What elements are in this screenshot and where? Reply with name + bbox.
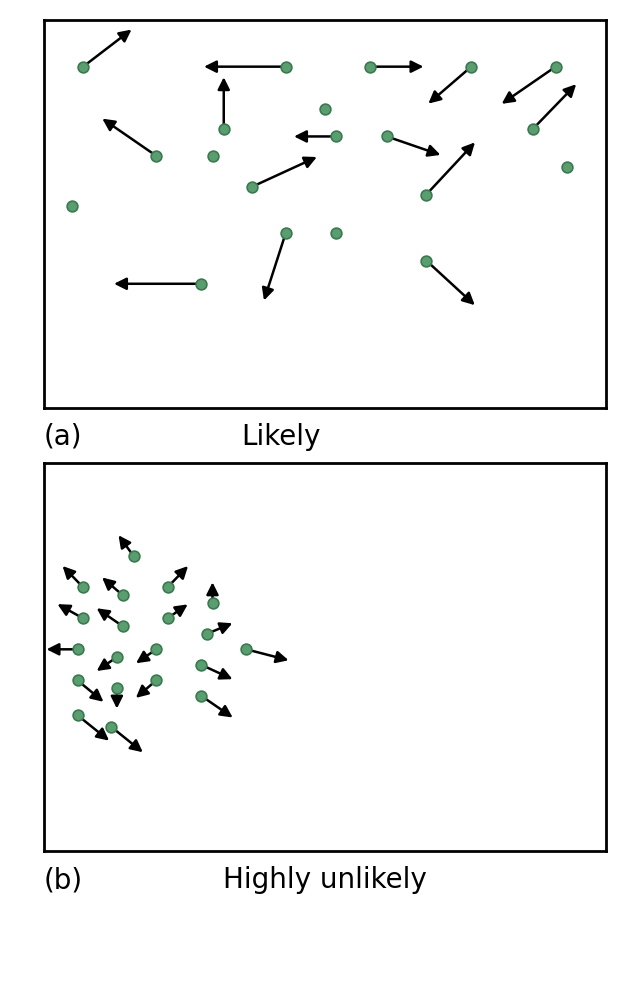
Point	[196, 688, 206, 704]
Point	[320, 102, 330, 118]
Point	[528, 121, 538, 137]
Point	[118, 618, 127, 634]
Point	[208, 595, 217, 611]
Point	[331, 226, 341, 242]
Point	[421, 186, 431, 202]
Point	[106, 719, 116, 735]
Point	[331, 128, 341, 144]
Point	[151, 673, 161, 689]
Point	[241, 641, 251, 658]
Point	[247, 179, 257, 195]
Point	[162, 610, 172, 626]
Point	[162, 579, 172, 595]
Text: Likely: Likely	[241, 423, 321, 451]
Point	[551, 58, 561, 75]
Point	[196, 276, 206, 292]
Point	[202, 625, 212, 641]
Point	[219, 121, 229, 137]
Point	[78, 610, 88, 626]
Text: (a): (a)	[44, 423, 82, 451]
Point	[196, 657, 206, 673]
Point	[382, 128, 392, 144]
Point	[72, 707, 82, 723]
Point	[78, 579, 88, 595]
Point	[112, 650, 122, 666]
Point	[208, 148, 217, 164]
Point	[281, 58, 291, 75]
Text: (b): (b)	[44, 866, 83, 894]
Point	[72, 641, 82, 658]
Point	[118, 587, 127, 603]
Point	[112, 680, 122, 696]
Point	[562, 159, 572, 175]
Point	[151, 641, 161, 658]
Point	[365, 58, 375, 75]
Text: Highly unlikely: Highly unlikely	[223, 866, 427, 894]
Point	[67, 198, 77, 214]
Point	[151, 148, 161, 164]
Point	[281, 226, 291, 242]
Point	[129, 548, 139, 564]
Point	[421, 253, 431, 269]
Point	[78, 58, 88, 75]
Point	[72, 673, 82, 689]
Point	[466, 58, 476, 75]
